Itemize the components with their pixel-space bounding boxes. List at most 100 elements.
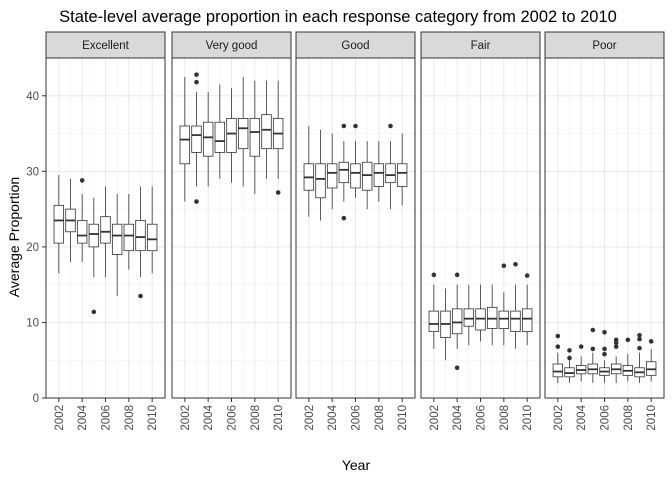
box-fair-2008 xyxy=(498,263,510,346)
box-iqr xyxy=(179,125,191,165)
outlier-point xyxy=(555,333,561,339)
box-poor-2008 xyxy=(622,337,634,382)
x-tick-label: 2008 xyxy=(499,405,511,431)
outlier-point xyxy=(567,355,572,361)
outlier-point xyxy=(625,337,631,343)
outlier-point xyxy=(602,329,607,335)
chart-title: State-level average proportion in each r… xyxy=(59,8,617,26)
x-tick-label: 2010 xyxy=(646,405,658,431)
box-iqr xyxy=(249,118,261,157)
box-excellent-2004 xyxy=(76,178,88,262)
x-tick-label: 2010 xyxy=(273,405,285,431)
box-iqr xyxy=(123,223,135,252)
box-very-good-2003 xyxy=(191,72,202,204)
facet-panel-0: Excellent 2002 2004 2006 2008 2010 xyxy=(45,31,166,431)
outlier-point xyxy=(613,344,619,349)
box-poor-2009 xyxy=(634,332,645,383)
x-tick-label: 2008 xyxy=(623,405,635,431)
box-fair-2010 xyxy=(521,273,533,346)
box-good-2005 xyxy=(338,123,350,221)
facet-strip xyxy=(544,31,665,59)
x-tick-label: 2006 xyxy=(101,405,113,431)
box-very-good-2009 xyxy=(261,80,272,179)
box-fair-2002 xyxy=(428,272,440,349)
x-tick-label: 2004 xyxy=(452,404,464,430)
x-axis-label: Year xyxy=(342,457,371,473)
box-poor-2006 xyxy=(599,329,610,383)
facet-strip xyxy=(420,31,541,59)
facet-strip xyxy=(171,31,292,59)
box-fair-2009 xyxy=(510,261,521,349)
box-good-2009 xyxy=(385,123,396,210)
box-iqr xyxy=(373,163,385,187)
facet-strip-label: Excellent xyxy=(82,40,129,52)
x-tick-label: 2008 xyxy=(374,405,386,431)
box-fair-2004 xyxy=(451,272,463,371)
outlier-point xyxy=(454,272,460,278)
box-iqr xyxy=(451,308,463,335)
outlier-point xyxy=(353,123,358,129)
box-iqr xyxy=(338,161,350,184)
x-tick-label: 2006 xyxy=(351,405,363,431)
box-good-2006 xyxy=(350,123,361,198)
facet-strip xyxy=(295,31,416,59)
box-iqr xyxy=(237,118,249,150)
box-fair-2005 xyxy=(463,284,475,346)
box-good-2008 xyxy=(373,141,385,202)
outlier-point xyxy=(637,336,642,342)
x-tick-label: 2002 xyxy=(429,405,441,431)
y-tick-label-2: 20 xyxy=(26,242,39,254)
box-iqr xyxy=(521,308,533,332)
box-very-good-2002 xyxy=(179,76,191,202)
box-poor-2007 xyxy=(610,337,622,383)
x-tick-label: 2002 xyxy=(180,405,192,431)
outlier-point xyxy=(194,199,199,204)
facet-strip xyxy=(45,31,166,59)
box-iqr xyxy=(214,121,226,153)
outlier-point xyxy=(590,327,596,333)
facet-panel-4: Poor 2002 2004 2006 2008 2010 xyxy=(544,31,665,431)
box-very-good-2004 xyxy=(202,92,214,187)
outlier-point xyxy=(613,340,619,346)
y-tick-label-0: 0 xyxy=(33,393,39,405)
box-iqr xyxy=(385,163,396,184)
box-excellent-2010 xyxy=(146,186,158,274)
box-iqr xyxy=(326,163,338,189)
x-tick-label: 2008 xyxy=(250,405,262,431)
outlier-point xyxy=(341,123,347,129)
box-poor-2004 xyxy=(575,344,587,382)
box-iqr xyxy=(88,223,100,248)
y-tick-label-1: 10 xyxy=(26,317,39,329)
x-tick-label: 2004 xyxy=(576,404,588,430)
box-good-2004 xyxy=(326,133,338,210)
outlier-point xyxy=(567,348,572,353)
box-very-good-2007 xyxy=(237,76,249,187)
x-tick-label: 2004 xyxy=(203,404,215,430)
box-fair-2006 xyxy=(475,284,486,342)
x-tick-label: 2010 xyxy=(397,405,409,431)
x-tick-label: 2006 xyxy=(600,405,612,431)
x-tick-label: 2002 xyxy=(553,405,565,431)
outlier-point xyxy=(637,332,642,338)
box-excellent-2009 xyxy=(135,186,146,299)
y-tick-label-3: 30 xyxy=(26,166,39,178)
box-fair-2003 xyxy=(440,288,451,361)
facet-strip-label: Fair xyxy=(471,40,491,52)
y-tick-label-4: 40 xyxy=(26,91,39,103)
box-iqr xyxy=(396,163,408,187)
outlier-point xyxy=(341,215,347,221)
box-good-2003 xyxy=(315,129,326,221)
box-excellent-2005 xyxy=(88,197,100,315)
box-iqr xyxy=(261,114,272,150)
outlier-point xyxy=(194,72,199,77)
box-iqr xyxy=(510,310,521,332)
outlier-point xyxy=(602,351,607,357)
outlier-point xyxy=(91,309,97,315)
outlier-point xyxy=(431,272,437,278)
box-iqr xyxy=(100,216,111,244)
box-iqr xyxy=(361,161,373,191)
box-iqr xyxy=(202,121,214,157)
box-excellent-2008 xyxy=(123,194,135,270)
